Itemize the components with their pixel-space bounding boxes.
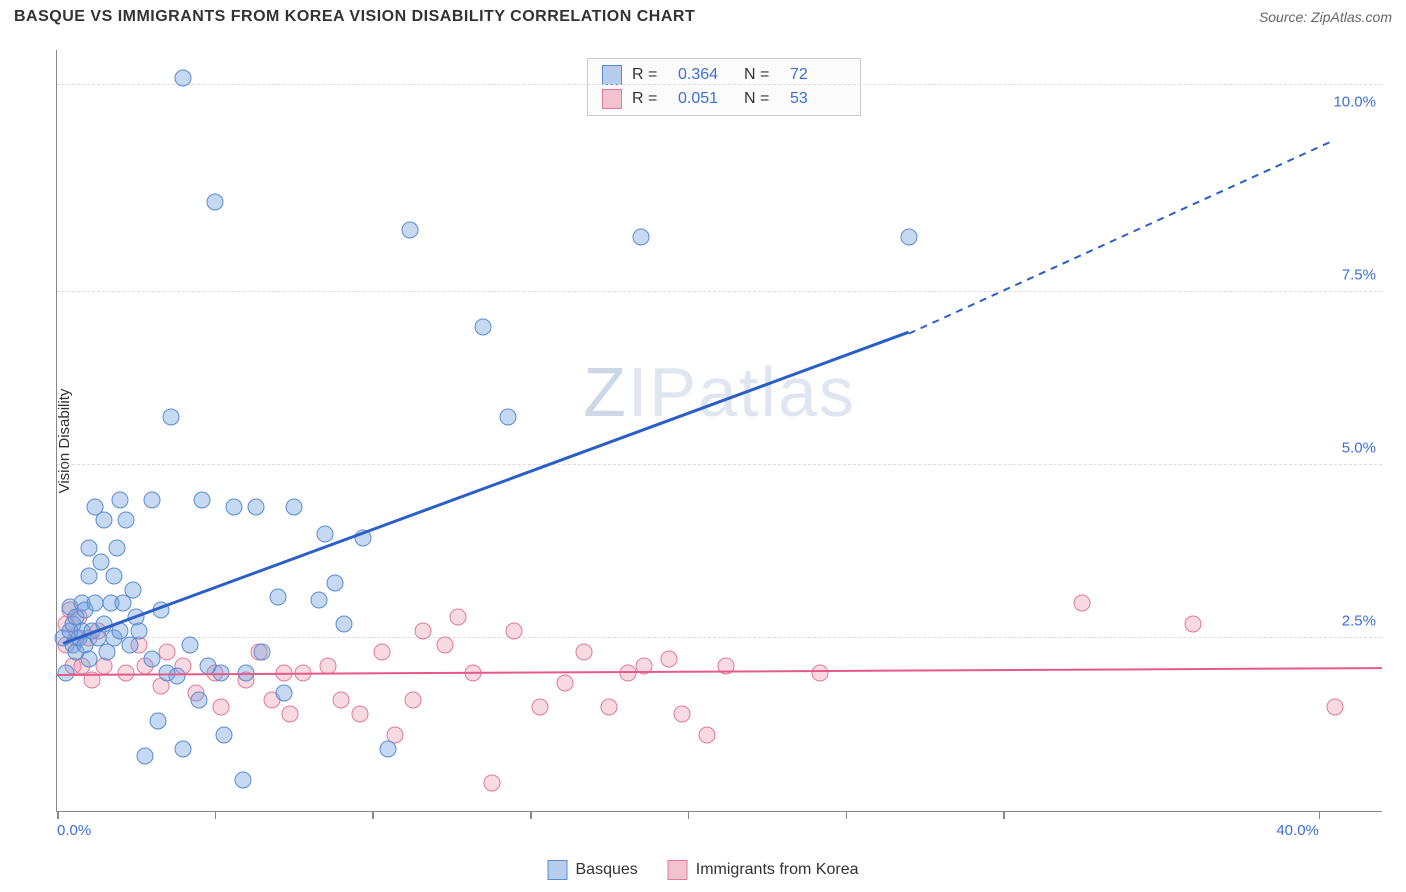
trend-line-dashed (57, 50, 1382, 811)
chart-source: Source: ZipAtlas.com (1259, 9, 1392, 25)
legend-item: Immigrants from Korea (668, 860, 859, 880)
series-legend: Basques Immigrants from Korea (548, 860, 859, 880)
x-tick-label: 0.0% (57, 822, 91, 839)
x-tick-mark (846, 811, 848, 819)
legend-swatch (668, 860, 688, 880)
x-tick-mark (1319, 811, 1321, 819)
x-tick-mark (215, 811, 217, 819)
x-tick-mark (530, 811, 532, 819)
x-tick-mark (57, 811, 59, 819)
x-tick-mark (1003, 811, 1005, 819)
plot-area: ZIPatlas R =0.364N =72R =0.051N =53 2.5%… (56, 50, 1382, 812)
legend-swatch (548, 860, 568, 880)
chart-title: BASQUE VS IMMIGRANTS FROM KOREA VISION D… (14, 8, 695, 26)
x-tick-label: 40.0% (1276, 822, 1319, 839)
x-tick-mark (372, 811, 374, 819)
legend-item: Basques (548, 860, 638, 880)
chart-area: Vision Disability ZIPatlas R =0.364N =72… (14, 40, 1392, 842)
legend-label: Immigrants from Korea (696, 861, 859, 879)
legend-label: Basques (576, 861, 638, 879)
chart-header: BASQUE VS IMMIGRANTS FROM KOREA VISION D… (0, 0, 1406, 30)
x-tick-mark (688, 811, 690, 819)
